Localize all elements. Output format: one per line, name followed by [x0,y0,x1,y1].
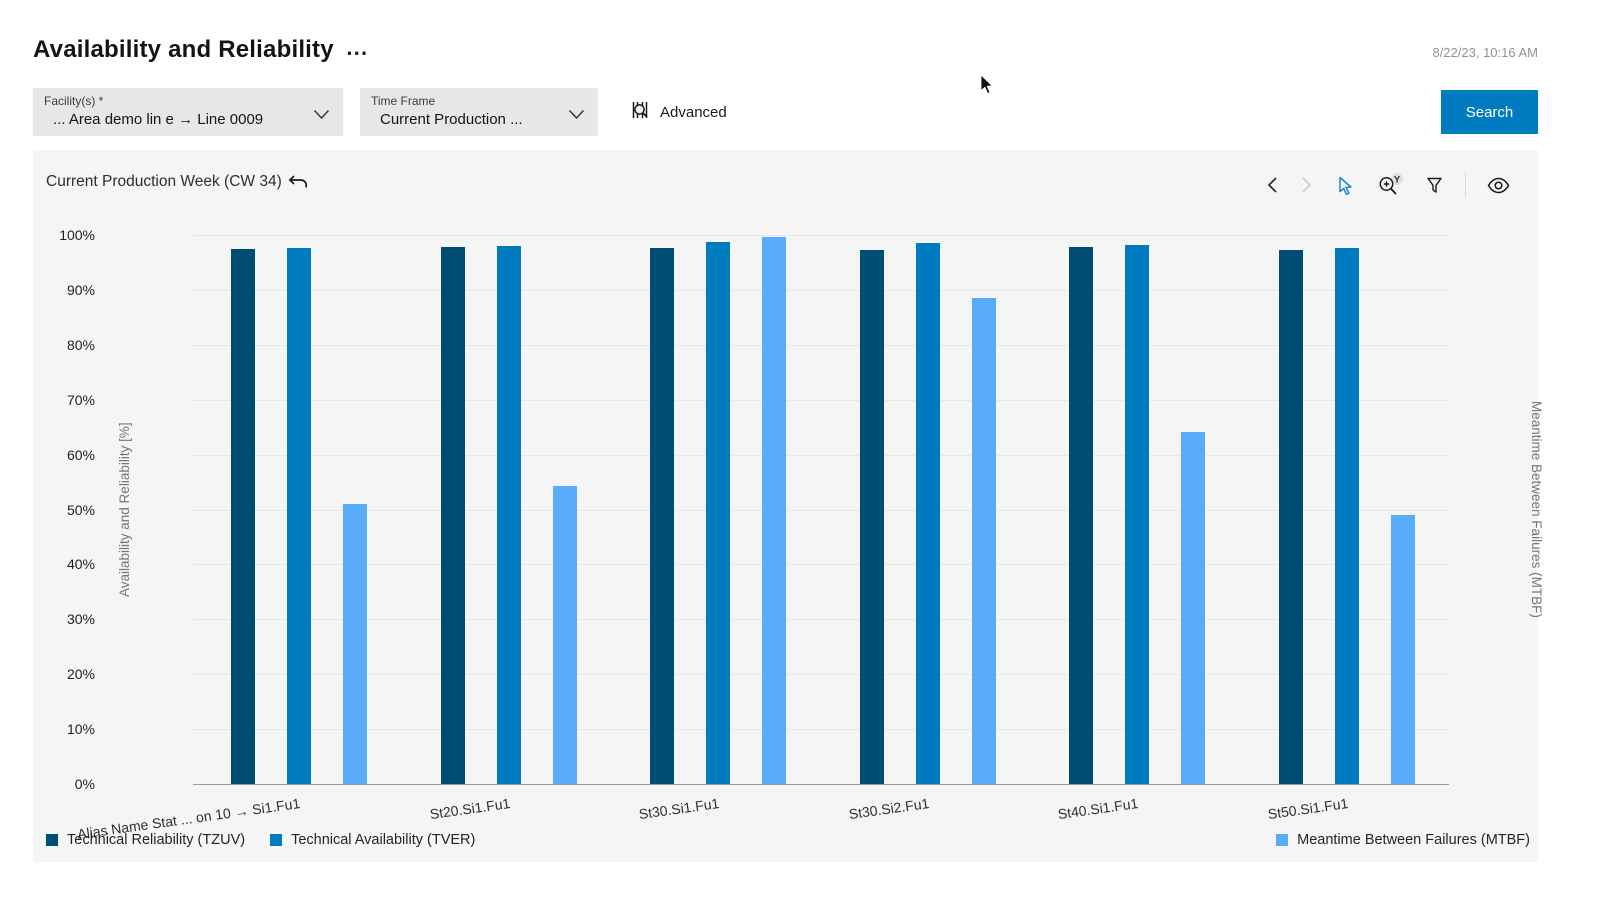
toolbar-divider [1465,172,1466,198]
advanced-search-button[interactable]: Advanced [629,88,727,136]
filter-bar: Facility(s) * ... Area demo lin e → Line… [33,88,1538,136]
bar-tzuv[interactable] [440,247,465,784]
bar-tver[interactable] [1334,247,1359,784]
legend-item-tver[interactable]: Technical Availability (TVER) [270,832,475,848]
chart-title: Current Production Week (CW 34) [46,173,282,190]
timeframe-dropdown-value: Current Production ... [380,111,523,128]
legend-label-tzuv: Technical Reliability (TZUV) [67,832,246,848]
facility-dropdown-value: ... Area demo lin e → Line 0009 [53,111,264,128]
legend-label-mtbf: Meantime Between Failures (MTBF) [1297,832,1530,848]
timeframe-dropdown-label: Time Frame [371,94,436,108]
chevron-right-icon[interactable] [1300,176,1314,194]
gridline [193,344,1449,346]
bar-tzuv[interactable] [231,248,255,784]
bar-tzuv[interactable] [1278,249,1303,784]
x-axis-category-label: St50.Si1.Fu1 [1266,795,1349,823]
legend-swatch-tver [270,834,283,846]
gridline [193,399,1449,401]
timestamp: 8/22/23, 10:16 AM [1432,45,1538,60]
bar-tver[interactable] [1125,245,1149,784]
bar-mtbf[interactable] [552,485,577,784]
y-axis-tick-label: 50% [66,501,95,518]
legend-item-mtbf[interactable]: Meantime Between Failures (MTBF) [1276,832,1530,848]
bar-tver[interactable] [287,247,311,784]
facility-dropdown[interactable]: Facility(s) * ... Area demo lin e → Line… [33,88,343,136]
legend-left: Technical Reliability (TZUV) Technical A… [46,832,475,848]
y-axis-tick-label: 70% [66,391,95,408]
facility-dropdown-label: Facility(s) * [44,94,104,108]
gridline [193,729,1449,731]
right-axis-title: Meantime Between Failures (MTBF) [1529,401,1544,618]
gridline [193,289,1449,291]
legend-item-tzuv[interactable]: Technical Reliability (TZUV) [46,832,245,848]
x-axis-category-label: St40.Si1.Fu1 [1056,795,1140,823]
legend-swatch-mtbf [1276,834,1289,846]
svg-text:Y: Y [1394,174,1401,185]
y-axis-tick-label: 10% [66,721,95,738]
x-axis-category-label: St30.Si1.Fu1 [637,795,721,823]
bar-tzuv[interactable] [859,250,884,784]
y-axis-tick-label: 20% [66,666,95,683]
bar-mtbf[interactable] [1181,431,1205,784]
bar-tver[interactable] [706,242,730,784]
gridline [193,674,1449,676]
bar-tzuv[interactable] [1069,246,1093,784]
bar-mtbf[interactable] [762,236,786,784]
overflow-menu-icon[interactable]: ⋯ [345,40,369,65]
filter-icon[interactable] [1425,176,1444,195]
x-axis-line [193,784,1449,785]
pointer-select-icon[interactable] [1335,175,1356,196]
page-header: Availability and Reliability ⋯ [33,36,369,64]
y-axis-tick-label: 30% [66,611,95,628]
chevron-down-icon [313,107,330,125]
bar-mtbf[interactable] [343,504,367,784]
y-axis-tick-label: 40% [66,556,95,573]
y-axis-tick-label: 100% [59,227,95,243]
legend-right: Meantime Between Failures (MTBF) [1276,832,1530,848]
page-title: Availability and Reliability [33,36,334,63]
bar-tver[interactable] [496,245,521,784]
gridline [193,564,1449,566]
chart-plot-area: 100%90%80%70%60%50%40%30%20%10%0%01:00:0… [59,227,1449,842]
y-axis-tick-label: 0% [74,776,95,792]
y-axis-tick-label: 90% [66,281,95,298]
legend-label-tver: Technical Availability (TVER) [291,832,476,848]
eye-icon[interactable] [1487,177,1510,194]
advanced-search-icon [629,99,651,125]
chart-toolbar: Y [1265,172,1510,198]
y-axis-tick-label: 60% [66,446,95,463]
x-axis-category-label: St20.Si1.Fu1 [428,795,511,823]
bar-tzuv[interactable] [650,248,674,784]
timeframe-dropdown[interactable]: Time Frame Current Production ... [360,88,598,136]
x-axis-category-label: St30.Si2.Fu1 [847,795,930,823]
gridline [193,619,1449,621]
search-button[interactable]: Search [1441,90,1538,134]
chevron-down-icon [568,107,585,125]
left-axis-title: Availability and Reliability [%] [117,422,132,597]
bar-mtbf[interactable] [971,298,996,784]
chart-panel: Current Production Week (CW 34) Y [33,150,1544,862]
y-axis-tick-label: 80% [66,336,95,353]
legend-swatch-tzuv [46,834,58,846]
bar-tver[interactable] [915,243,940,784]
undo-icon[interactable] [287,174,308,192]
gridline [193,235,1449,236]
bar-mtbf[interactable] [1390,515,1415,784]
advanced-search-label: Advanced [660,103,727,121]
chart-panel-header: Current Production Week (CW 34) [46,172,308,192]
zoom-y-axis-icon[interactable]: Y [1377,173,1404,197]
gridline [193,509,1449,511]
gridline [193,454,1449,456]
chevron-left-icon[interactable] [1265,176,1279,194]
